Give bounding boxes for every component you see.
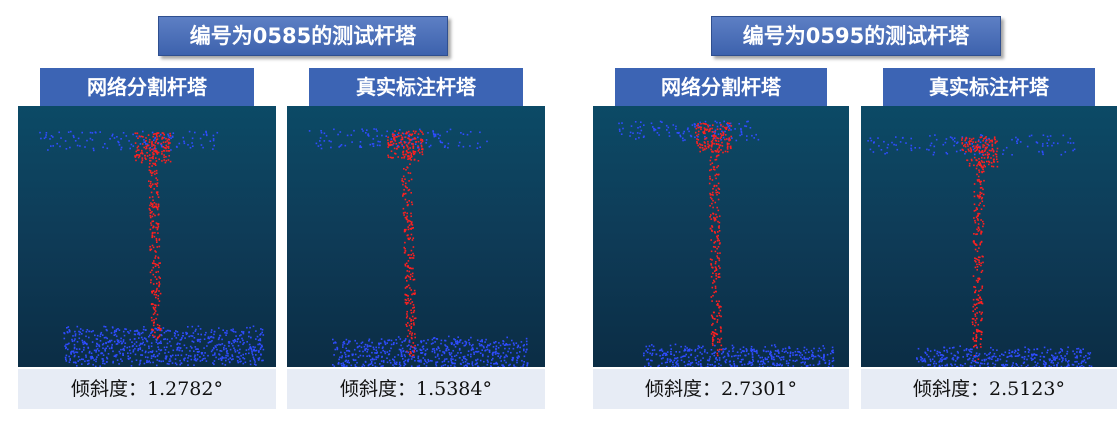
point-cloud-view (18, 106, 276, 367)
panel-label: 真实标注杆塔 (883, 68, 1095, 106)
panel-label: 真实标注杆塔 (309, 68, 523, 106)
point-cloud-svg (867, 134, 1093, 367)
panel-label: 网络分割杆塔 (40, 68, 254, 106)
point-cloud-view (861, 106, 1117, 367)
tilt-caption: 倾斜度：2.5123° (861, 369, 1117, 409)
panel-label: 网络分割杆塔 (615, 68, 827, 106)
point-cloud-svg (308, 128, 529, 367)
tilt-caption: 倾斜度：2.7301° (593, 369, 849, 409)
point-cloud-svg (39, 130, 265, 367)
panel-0595-labeled: 真实标注杆塔 倾斜度：2.5123° (861, 68, 1117, 409)
point-cloud-svg (618, 120, 835, 367)
tilt-caption: 倾斜度：1.5384° (287, 369, 545, 409)
panel-0585-segmented: 网络分割杆塔 倾斜度：1.2782° (18, 68, 276, 409)
group-title-0585: 编号为0585的测试杆塔 (158, 16, 448, 56)
tilt-caption: 倾斜度：1.2782° (18, 369, 276, 409)
group-title-0595: 编号为0595的测试杆塔 (711, 16, 1001, 56)
point-cloud-view (593, 106, 849, 367)
panel-0585-labeled: 真实标注杆塔 倾斜度：1.5384° (287, 68, 545, 409)
panel-0595-segmented: 网络分割杆塔 倾斜度：2.7301° (593, 68, 849, 409)
point-cloud-view (287, 106, 545, 367)
